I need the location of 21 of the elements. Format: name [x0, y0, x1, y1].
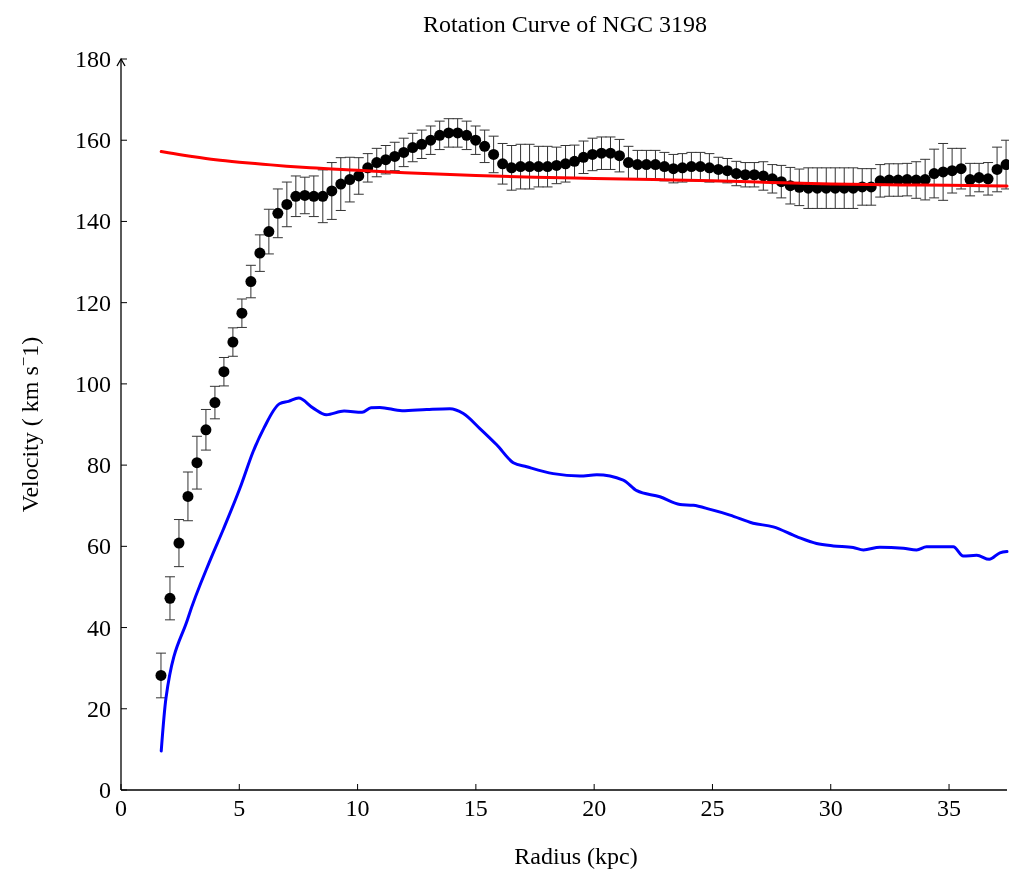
y-tick-label: 80 — [87, 452, 111, 479]
x-tick-label: 35 — [937, 795, 962, 821]
y-tick-label: 100 — [75, 370, 111, 397]
y-tick-label: 60 — [87, 533, 111, 560]
x-tick-label: 0 — [115, 795, 127, 821]
x-tick-label: 25 — [700, 795, 725, 821]
x-tick-label: 20 — [582, 795, 607, 821]
y-tick-label: 180 — [75, 46, 111, 72]
y-tick-label: 120 — [75, 289, 111, 316]
x-tick-label: 15 — [463, 795, 488, 821]
y-tick-label: 140 — [75, 208, 111, 235]
x-tick-label: 30 — [818, 795, 843, 821]
x-tick-label: 5 — [233, 795, 246, 821]
chart-title: Rotation Curve of NGC 3198 — [423, 11, 707, 37]
x-tick-label: 10 — [345, 795, 370, 821]
y-tick-label: 160 — [75, 127, 111, 154]
y-tick-label: 20 — [87, 695, 111, 722]
line-series — [159, 396, 1009, 753]
y-tick-label: 0 — [99, 777, 111, 803]
y-tick-label: 40 — [87, 614, 111, 641]
x-axis-title: Radius (kpc) — [514, 843, 638, 869]
